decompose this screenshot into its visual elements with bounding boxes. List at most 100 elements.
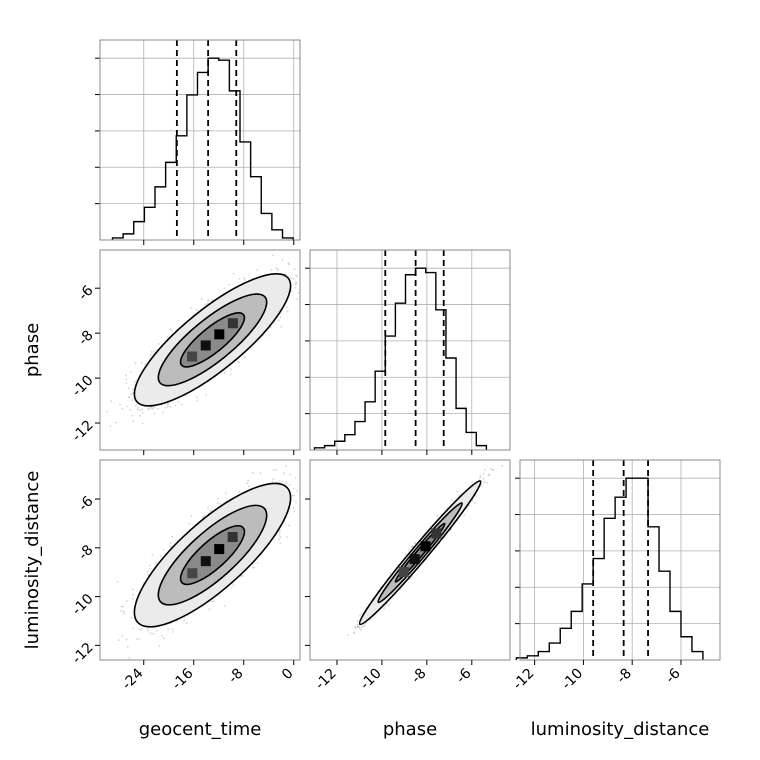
scatter-point [292, 277, 295, 280]
scatter-point [285, 481, 288, 483]
scatter-point [205, 394, 207, 396]
scatter-point [125, 600, 128, 602]
scatter-point [166, 405, 169, 408]
scatter-point [285, 465, 287, 468]
scatter-point [253, 566, 256, 569]
scatter-point [270, 326, 272, 329]
scatter-point [295, 282, 298, 285]
scatter-point [281, 480, 284, 483]
scatter-point [139, 409, 141, 412]
scatter-point [159, 555, 162, 557]
scatter-point [129, 409, 132, 411]
scatter-point [289, 473, 292, 476]
scatter-point [291, 494, 294, 497]
histogram-luminosity-distance [515, 477, 704, 660]
scatter-point [177, 401, 180, 404]
scatter-point [169, 328, 172, 331]
scatter-point [158, 644, 161, 647]
scatter-point [276, 267, 279, 270]
scatter-point [148, 407, 151, 410]
scatter-point [237, 361, 239, 363]
scatter-point [130, 393, 133, 396]
scatter-point [295, 501, 297, 504]
scatter-point [296, 489, 298, 492]
scatter-point [114, 421, 117, 424]
scatter-point [216, 502, 219, 505]
scatter-point [125, 382, 128, 385]
scatter-point [251, 471, 254, 474]
scatter-point [237, 361, 240, 364]
scatter-point [293, 494, 295, 497]
scatter-point [185, 622, 188, 625]
scatter-point [270, 268, 273, 271]
scatter-point [170, 329, 173, 332]
scatter-point [152, 632, 155, 635]
scatter-point [285, 306, 288, 308]
scatter-point [128, 657, 131, 659]
scatter-point [217, 594, 220, 597]
density-block [200, 340, 211, 351]
scatter-point [147, 627, 149, 630]
scatter-point [141, 411, 144, 414]
scatter-point [167, 628, 170, 631]
density-peak [187, 318, 238, 362]
scatter-point [118, 639, 121, 642]
scatter-point [205, 303, 207, 306]
scatter-point [207, 300, 210, 303]
scatter-point [128, 396, 130, 399]
scatter-point [312, 248, 314, 250]
scatter-point [283, 472, 285, 475]
scatter-point [166, 336, 169, 338]
scatter-point [141, 408, 143, 411]
density-block [227, 318, 238, 329]
scatter-point [210, 509, 213, 512]
scatter-point [247, 479, 250, 482]
scatter-point [293, 510, 296, 513]
scatter-point [305, 288, 307, 290]
scatter-point [259, 472, 262, 475]
scatter-point [279, 479, 281, 482]
scatter-point [195, 396, 198, 399]
scatter-point [190, 307, 192, 309]
scatter-point [243, 277, 245, 279]
scatter-point [244, 279, 246, 281]
panel-frame [309, 249, 511, 451]
scatter-point [305, 285, 307, 287]
scatter-point [238, 277, 241, 280]
scatter-point [169, 406, 172, 408]
scatter-point [129, 371, 132, 374]
scatter-point [151, 408, 154, 410]
scatter-point [272, 478, 275, 481]
scatter-point [256, 269, 258, 271]
scatter-point [277, 269, 279, 272]
scatter-point [229, 368, 232, 370]
scatter-point [211, 299, 214, 302]
scatter-point [286, 536, 288, 538]
x-tick-label: -10 [559, 666, 586, 693]
scatter-point [248, 485, 250, 488]
scatter-point [232, 273, 235, 275]
scatter-point [110, 400, 113, 402]
scatter-point [158, 342, 160, 345]
x-tick-label: -6 [663, 665, 684, 686]
scatter-point [147, 629, 149, 632]
scatter-point [150, 350, 153, 353]
density-block [214, 329, 225, 340]
joint-panel-phase-vs-geocent-time [99, 248, 314, 451]
scatter-point [131, 399, 134, 401]
scatter-point [147, 408, 150, 411]
scatter-point [287, 262, 290, 265]
panel-frame [99, 39, 301, 241]
scatter-point [150, 353, 152, 356]
scatter-point [139, 414, 141, 417]
scatter-point [294, 274, 297, 277]
y-tick-label: -10 [69, 372, 96, 399]
scatter-point [238, 491, 241, 494]
scatter-point [279, 536, 282, 538]
scatter-point [171, 535, 173, 538]
scatter-point [207, 506, 209, 509]
scatter-point [188, 522, 190, 525]
scatter-point [244, 356, 246, 359]
scatter-point [136, 408, 139, 411]
scatter-point [134, 362, 137, 365]
